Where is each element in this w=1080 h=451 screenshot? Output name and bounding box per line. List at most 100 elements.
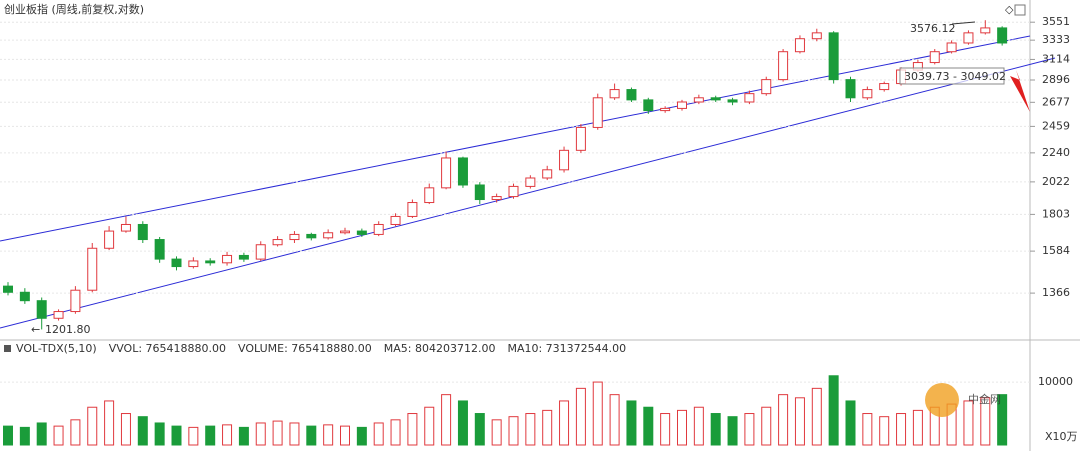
volume-bar bbox=[626, 400, 637, 446]
candle-body bbox=[963, 32, 974, 44]
y-tick-label: 2240 bbox=[1042, 146, 1070, 159]
candle-body bbox=[19, 291, 30, 302]
volume-bar bbox=[188, 426, 199, 446]
volume-bar bbox=[104, 400, 115, 446]
volume-bar bbox=[559, 400, 570, 446]
annotation-arrow: ← bbox=[31, 323, 40, 336]
annotation-range: 3039.73 - 3049.02 bbox=[904, 70, 1006, 83]
trend-line-upper bbox=[0, 35, 1031, 242]
annotation-box bbox=[899, 67, 1005, 85]
candle-body bbox=[104, 230, 115, 249]
volume-bar bbox=[677, 409, 687, 446]
watermark: 中金网 bbox=[968, 392, 1001, 406]
candle-body bbox=[272, 239, 283, 246]
y-tick-label: 3333 bbox=[1042, 33, 1070, 46]
candle-body bbox=[70, 289, 81, 313]
candle-body bbox=[660, 107, 671, 112]
candle-body bbox=[609, 89, 620, 99]
candle-body bbox=[828, 32, 839, 81]
volume-bar bbox=[643, 406, 654, 446]
candle-body bbox=[744, 93, 755, 103]
y-tick-label: 10000 bbox=[1038, 375, 1073, 388]
candle-body bbox=[441, 157, 452, 189]
candle-body bbox=[356, 230, 367, 235]
candle-body bbox=[205, 260, 216, 264]
candle-body bbox=[120, 223, 131, 232]
volume-bar bbox=[87, 406, 98, 446]
annotation-high: 3576.12 bbox=[910, 22, 956, 35]
watermark-logo bbox=[925, 383, 959, 417]
icon-window[interactable] bbox=[1014, 4, 1026, 16]
arrow-red bbox=[1010, 70, 1030, 112]
volume-bar bbox=[36, 422, 47, 446]
candle-body bbox=[592, 97, 603, 128]
candle-body bbox=[677, 101, 687, 109]
volume-bar bbox=[457, 400, 468, 446]
candle-body bbox=[811, 32, 822, 40]
marks: 3551 3333 3114 2896 2677 2459 2240 2022 1803 1584… bbox=[0, 15, 1073, 446]
candle-body bbox=[255, 244, 266, 260]
volume-bar bbox=[3, 425, 13, 446]
volume-bar bbox=[693, 406, 704, 446]
volume-bar bbox=[778, 394, 789, 446]
candle-body bbox=[188, 260, 199, 268]
candle-body bbox=[761, 79, 772, 95]
volume-header-item: VOL-TDX(5,10) bbox=[16, 342, 97, 355]
volume-bar bbox=[963, 400, 974, 446]
volume-bar bbox=[390, 419, 401, 446]
candle-body bbox=[997, 27, 1008, 44]
volume-bar bbox=[592, 381, 603, 446]
volume-bar bbox=[323, 424, 334, 446]
candle-body bbox=[457, 157, 468, 186]
volume-bar bbox=[238, 426, 249, 446]
volume-bar bbox=[980, 397, 991, 446]
volume-bar bbox=[373, 422, 384, 446]
y-tick-label: 2459 bbox=[1042, 119, 1070, 132]
candle-body bbox=[710, 97, 721, 101]
candle-body bbox=[946, 42, 957, 53]
candle-body bbox=[727, 99, 738, 103]
candle-body bbox=[373, 223, 384, 235]
candle-body bbox=[222, 254, 233, 264]
candle-body bbox=[508, 185, 519, 198]
candle-body bbox=[323, 232, 334, 239]
candle-body bbox=[929, 51, 940, 64]
y-tick-label: 1584 bbox=[1042, 244, 1070, 257]
candle-body bbox=[879, 83, 890, 91]
candle-body bbox=[980, 27, 991, 34]
y-tick-label: 2896 bbox=[1042, 73, 1070, 86]
candle-body bbox=[36, 300, 47, 319]
candle-body bbox=[238, 254, 249, 260]
candle-body bbox=[171, 258, 182, 268]
volume-bar bbox=[407, 413, 418, 446]
volume-bar bbox=[660, 413, 671, 446]
volume-header-item: VVOL: 765418880.00 bbox=[109, 342, 226, 355]
annotation-leader bbox=[951, 21, 976, 25]
volume-bar bbox=[289, 422, 300, 446]
candle-body bbox=[424, 187, 435, 204]
icon-diamond[interactable]: ◇ bbox=[1005, 3, 1014, 16]
candle-body bbox=[390, 215, 401, 225]
y-tick-label: 2677 bbox=[1042, 95, 1070, 108]
chart-title: 创业板指 (周线,前复权,对数) bbox=[4, 2, 144, 16]
volume-bar bbox=[171, 425, 182, 446]
volume-bar bbox=[862, 413, 873, 446]
volume-header-item: MA5: 804203712.00 bbox=[384, 342, 496, 355]
candle-body bbox=[794, 38, 805, 53]
volume-bar bbox=[609, 394, 620, 446]
volume-bar bbox=[542, 409, 553, 446]
volume-bar bbox=[340, 425, 350, 446]
y-tick-label: 2022 bbox=[1042, 175, 1070, 188]
volume-bar bbox=[205, 425, 216, 446]
candle-body bbox=[643, 99, 654, 112]
candle-body bbox=[474, 184, 485, 201]
candle-body bbox=[542, 169, 553, 179]
y-tick-label: 1803 bbox=[1042, 207, 1070, 220]
volume-header-item: MA10: 731372544.00 bbox=[507, 342, 626, 355]
candle-body bbox=[778, 51, 789, 81]
volume-bar bbox=[845, 400, 856, 446]
candle-body bbox=[559, 149, 570, 171]
candle-body bbox=[87, 247, 98, 291]
volume-bar bbox=[306, 425, 317, 446]
